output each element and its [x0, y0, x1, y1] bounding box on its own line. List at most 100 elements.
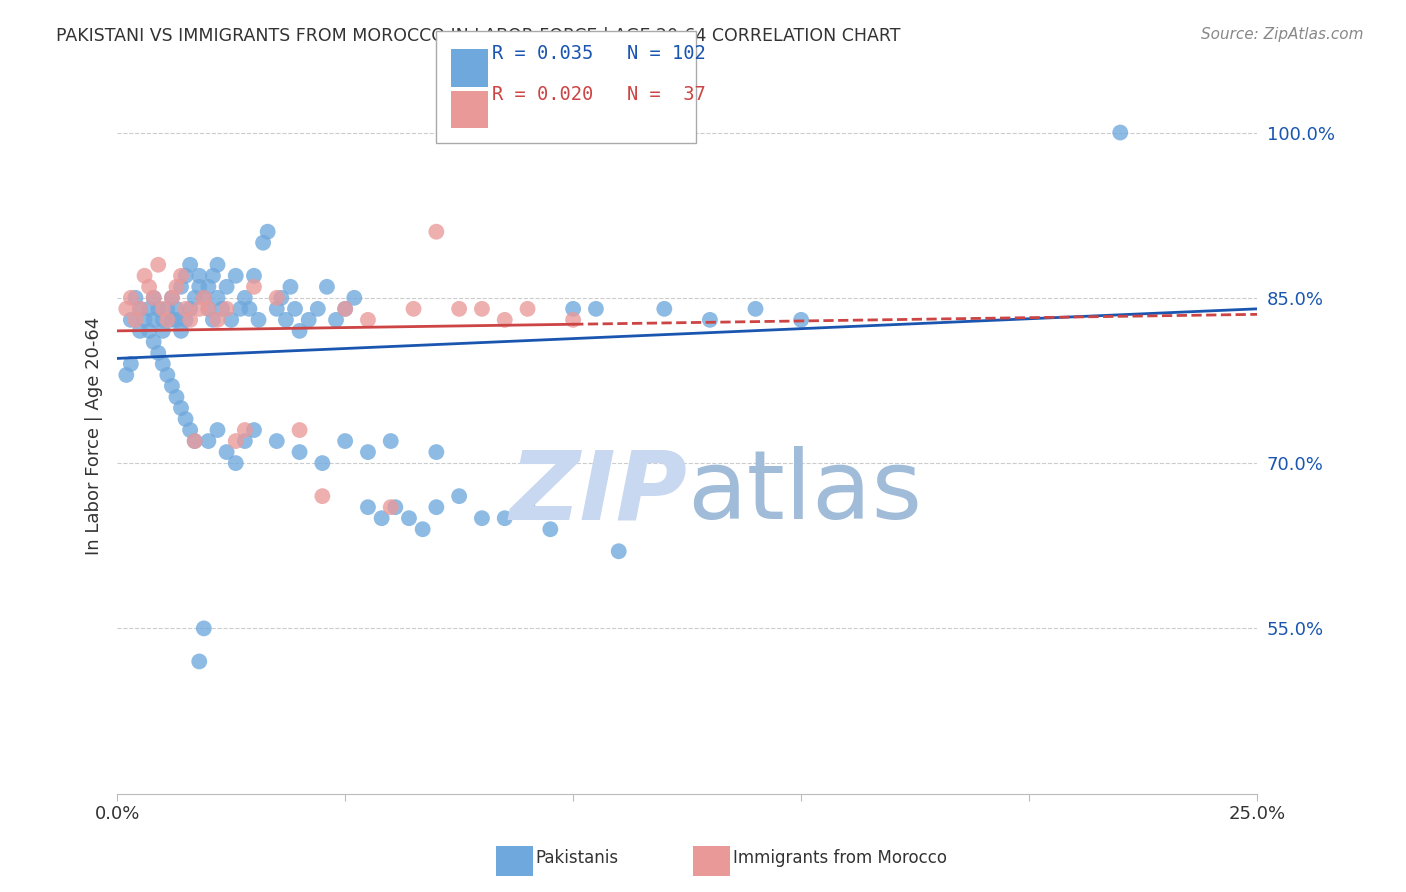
Point: [115, 368, 138, 382]
Point: [207, 258, 229, 272]
Point: [179, 301, 201, 316]
Point: [207, 313, 229, 327]
Point: [288, 423, 311, 437]
Point: [270, 291, 292, 305]
Text: Source: ZipAtlas.com: Source: ZipAtlas.com: [1201, 27, 1364, 42]
Point: [266, 301, 288, 316]
Point: [516, 301, 538, 316]
Point: [343, 291, 366, 305]
Point: [243, 268, 266, 283]
Point: [252, 235, 274, 250]
Point: [215, 445, 238, 459]
Point: [425, 225, 447, 239]
Point: [201, 268, 224, 283]
Point: [193, 291, 215, 305]
Point: [166, 313, 188, 327]
Point: [494, 313, 516, 327]
Point: [188, 301, 211, 316]
Point: [357, 445, 380, 459]
Point: [183, 434, 205, 448]
Point: [179, 258, 201, 272]
Point: [148, 258, 170, 272]
Point: [170, 280, 193, 294]
Point: [325, 313, 347, 327]
Point: [193, 621, 215, 635]
Point: [188, 280, 211, 294]
Point: [233, 291, 256, 305]
Text: R = 0.035   N = 102: R = 0.035 N = 102: [492, 44, 706, 62]
Point: [215, 301, 238, 316]
Point: [471, 511, 494, 525]
Point: [152, 313, 174, 327]
Point: [174, 412, 197, 426]
Point: [744, 301, 766, 316]
Point: [120, 313, 142, 327]
Point: [333, 301, 356, 316]
Point: [134, 313, 156, 327]
Point: [384, 500, 406, 515]
Point: [425, 500, 447, 515]
Point: [790, 313, 813, 327]
Point: [115, 301, 138, 316]
Point: [316, 280, 339, 294]
Point: [225, 268, 247, 283]
Point: [562, 313, 585, 327]
Point: [197, 280, 219, 294]
Point: [652, 301, 675, 316]
Point: [402, 301, 425, 316]
Point: [307, 301, 329, 316]
Text: ZIP: ZIP: [509, 446, 688, 540]
Point: [193, 291, 215, 305]
Point: [380, 500, 402, 515]
Point: [170, 268, 193, 283]
Point: [284, 301, 307, 316]
Point: [207, 423, 229, 437]
Point: [201, 313, 224, 327]
Point: [138, 324, 160, 338]
Point: [142, 313, 165, 327]
Text: R = 0.020   N =  37: R = 0.020 N = 37: [492, 85, 706, 103]
Point: [129, 324, 152, 338]
Point: [219, 313, 242, 327]
Point: [280, 280, 302, 294]
Point: [160, 379, 183, 393]
Point: [243, 423, 266, 437]
Point: [148, 301, 170, 316]
Point: [152, 301, 174, 316]
Point: [357, 500, 380, 515]
Point: [243, 280, 266, 294]
Text: atlas: atlas: [688, 446, 922, 540]
Point: [233, 434, 256, 448]
Point: [207, 291, 229, 305]
Point: [124, 313, 146, 327]
Point: [398, 511, 420, 525]
Point: [197, 301, 219, 316]
Point: [266, 291, 288, 305]
Point: [247, 313, 270, 327]
Point: [183, 434, 205, 448]
Point: [129, 301, 152, 316]
Point: [699, 313, 721, 327]
Point: [256, 225, 278, 239]
Point: [138, 280, 160, 294]
Point: [166, 301, 188, 316]
Point: [562, 301, 585, 316]
Point: [179, 423, 201, 437]
Point: [124, 291, 146, 305]
Point: [166, 280, 188, 294]
Point: [425, 445, 447, 459]
Point: [225, 456, 247, 470]
Point: [412, 522, 434, 536]
Text: Pakistanis: Pakistanis: [536, 849, 619, 867]
Y-axis label: In Labor Force | Age 20-64: In Labor Force | Age 20-64: [86, 317, 103, 555]
Point: [471, 301, 494, 316]
Point: [233, 423, 256, 437]
Point: [120, 291, 142, 305]
Point: [370, 511, 392, 525]
Point: [516, 500, 538, 515]
Point: [160, 313, 183, 327]
Point: [1109, 126, 1132, 140]
Point: [298, 313, 321, 327]
Point: [538, 522, 561, 536]
Point: [174, 313, 197, 327]
